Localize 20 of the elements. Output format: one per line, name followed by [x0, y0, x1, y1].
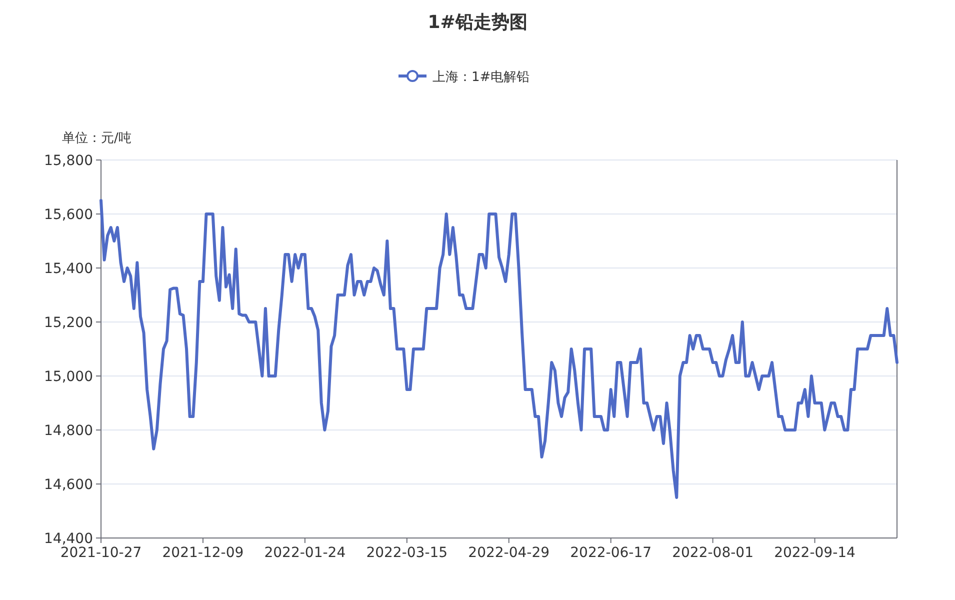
- x-tick-label: 2022-03-15: [366, 545, 448, 561]
- legend-label: 上海：1#电解铅: [432, 70, 530, 85]
- line-series: [100, 199, 898, 499]
- y-tick-label: 14,800: [44, 423, 93, 439]
- y-tick-label: 14,600: [44, 477, 93, 493]
- x-tick-label: 2022-06-17: [570, 545, 652, 561]
- y-tick-label: 15,400: [44, 261, 93, 277]
- y-tick-label: 15,000: [44, 369, 93, 385]
- x-tick-label: 2022-08-01: [672, 545, 754, 561]
- y-tick-label: 15,600: [44, 207, 93, 223]
- y-axis-title: 单位：元/吨: [62, 131, 132, 146]
- x-tick-label: 2022-01-24: [264, 545, 346, 561]
- y-tick-label: 15,200: [44, 315, 93, 331]
- x-tick-label: 2021-12-09: [162, 545, 244, 561]
- x-tick-label: 2022-09-14: [774, 545, 856, 561]
- x-tick-label: 2022-04-29: [468, 545, 550, 561]
- y-tick-label: 15,800: [44, 153, 93, 169]
- x-tick-label: 2021-10-27: [60, 545, 142, 561]
- y-tick-label: 14,400: [44, 531, 93, 547]
- chart-title: 1#铅走势图: [428, 12, 528, 33]
